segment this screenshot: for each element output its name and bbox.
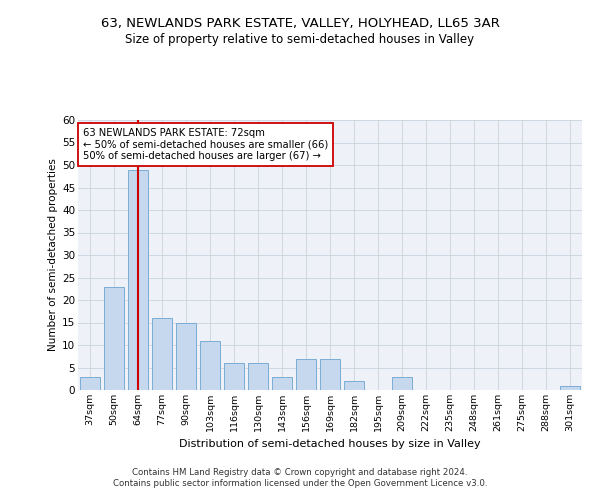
Bar	[104, 286, 124, 390]
Bar	[176, 322, 196, 390]
Bar	[392, 376, 412, 390]
Y-axis label: Number of semi-detached properties: Number of semi-detached properties	[48, 158, 58, 352]
Bar	[152, 318, 172, 390]
Bar	[296, 358, 316, 390]
Bar	[224, 363, 244, 390]
X-axis label: Distribution of semi-detached houses by size in Valley: Distribution of semi-detached houses by …	[179, 440, 481, 450]
Bar	[128, 170, 148, 390]
Text: Size of property relative to semi-detached houses in Valley: Size of property relative to semi-detach…	[125, 32, 475, 46]
Text: 63 NEWLANDS PARK ESTATE: 72sqm
← 50% of semi-detached houses are smaller (66)
50: 63 NEWLANDS PARK ESTATE: 72sqm ← 50% of …	[83, 128, 328, 162]
Text: Contains HM Land Registry data © Crown copyright and database right 2024.
Contai: Contains HM Land Registry data © Crown c…	[113, 468, 487, 487]
Bar	[248, 363, 268, 390]
Bar	[80, 376, 100, 390]
Bar	[200, 340, 220, 390]
Bar	[560, 386, 580, 390]
Bar	[320, 358, 340, 390]
Bar	[272, 376, 292, 390]
Bar	[344, 381, 364, 390]
Text: 63, NEWLANDS PARK ESTATE, VALLEY, HOLYHEAD, LL65 3AR: 63, NEWLANDS PARK ESTATE, VALLEY, HOLYHE…	[101, 18, 499, 30]
